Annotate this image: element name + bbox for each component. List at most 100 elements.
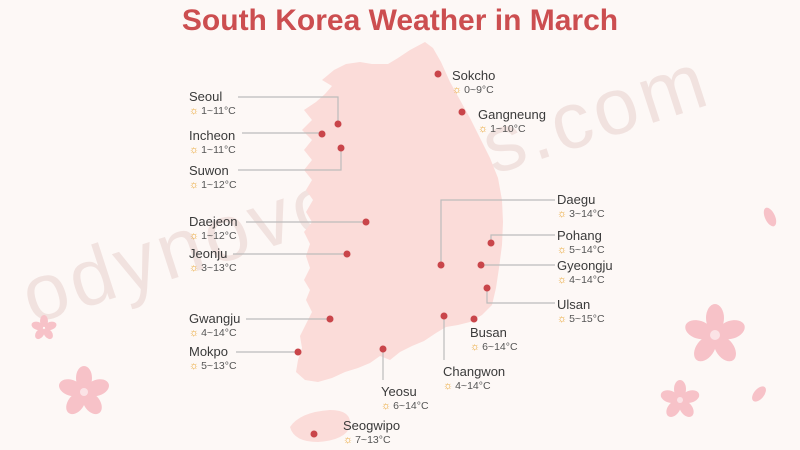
marker-incheon[interactable]	[318, 130, 326, 138]
blossom-decoration-1	[685, 304, 745, 362]
sun-icon: ☼	[478, 123, 489, 135]
marker-jeonju[interactable]	[343, 250, 351, 258]
marker-gangneung[interactable]	[458, 108, 466, 116]
marker-yeosu[interactable]	[379, 345, 387, 353]
city-name: Ulsan	[557, 297, 591, 312]
city-name: Sokcho	[452, 68, 496, 83]
sun-icon: ☼	[557, 313, 568, 325]
sun-icon: ☼	[557, 244, 568, 256]
city-name: Pohang	[557, 228, 602, 243]
city-name: Daejeon	[189, 214, 238, 229]
marker-mokpo[interactable]	[294, 348, 302, 356]
sun-icon: ☼	[381, 400, 392, 412]
marker-pohang[interactable]	[487, 239, 495, 247]
marker-busan[interactable]	[470, 315, 478, 323]
sun-icon: ☼	[470, 341, 481, 353]
marker-daejeon[interactable]	[362, 218, 370, 226]
city-label-ulsan[interactable]: Ulsan ☼ 5~15°C	[557, 297, 605, 327]
sun-icon: ☼	[189, 105, 200, 117]
city-label-jeonju[interactable]: Jeonju ☼ 3~13°C	[189, 246, 237, 276]
city-label-seogwipo[interactable]: Seogwipo ☼ 7~13°C	[343, 418, 400, 448]
petal-decoration-2	[752, 386, 766, 402]
city-label-sokcho[interactable]: Sokcho ☼ 0~9°C	[452, 68, 495, 98]
city-label-changwon[interactable]: Changwon ☼ 4~14°C	[443, 364, 505, 394]
sun-icon: ☼	[189, 144, 200, 156]
city-name: Changwon	[443, 364, 506, 379]
city-label-pohang[interactable]: Pohang ☼ 5~14°C	[557, 228, 605, 258]
sun-icon: ☼	[189, 179, 200, 191]
sun-icon: ☼	[443, 380, 454, 392]
marker-gwangju[interactable]	[326, 315, 334, 323]
city-temp: 4~14°C	[569, 274, 605, 286]
city-label-gangneung[interactable]: Gangneung ☼ 1~10°C	[478, 107, 546, 137]
city-temp: 1~11°C	[201, 105, 236, 117]
sun-icon: ☼	[189, 327, 200, 339]
city-name: Gyeongju	[557, 258, 613, 273]
city-name: Gwangju	[189, 311, 241, 326]
city-label-suwon[interactable]: Suwon ☼ 1~12°C	[189, 163, 237, 193]
blossom-decoration-2	[59, 366, 109, 415]
leader-lines	[233, 96, 555, 380]
city-name: Yeosu	[381, 384, 417, 399]
city-label-busan[interactable]: Busan ☼ 6~14°C	[470, 325, 518, 355]
city-name: Daegu	[557, 192, 596, 207]
city-name: Seogwipo	[343, 418, 401, 433]
marker-gyeongju[interactable]	[477, 261, 485, 269]
city-name: Jeonju	[189, 246, 228, 261]
marker-sokcho[interactable]	[434, 70, 442, 78]
leader-line-seoul	[238, 96, 339, 124]
sun-icon: ☼	[343, 434, 354, 446]
city-temp: 6~14°C	[482, 341, 518, 353]
sun-icon: ☼	[452, 84, 463, 96]
city-label-yeosu[interactable]: Yeosu ☼ 6~14°C	[381, 384, 429, 414]
city-name: Busan	[470, 325, 507, 340]
marker-suwon[interactable]	[337, 144, 345, 152]
mainland-shape	[296, 42, 503, 382]
blossom-decoration-4	[31, 315, 57, 340]
city-temp: 5~15°C	[569, 313, 605, 325]
city-temp: 4~14°C	[201, 327, 237, 339]
leader-line-daegu	[440, 199, 555, 265]
city-label-mokpo[interactable]: Mokpo ☼ 5~13°C	[189, 344, 237, 374]
blossom-decoration-3	[660, 380, 700, 417]
city-label-incheon[interactable]: Incheon ☼ 1~11°C	[189, 128, 236, 158]
city-name: Seoul	[189, 89, 223, 104]
jeju-island-shape	[290, 410, 351, 442]
leader-line-ulsan	[486, 288, 555, 304]
city-name: Gangneung	[478, 107, 546, 122]
city-label-daejeon[interactable]: Daejeon ☼ 1~12°C	[189, 214, 237, 244]
petal-decoration-1	[763, 207, 777, 227]
city-temp: 6~14°C	[393, 400, 429, 412]
city-name: Suwon	[189, 163, 229, 178]
city-label-daegu[interactable]: Daegu ☼ 3~14°C	[557, 192, 605, 222]
city-temp: 1~12°C	[201, 230, 237, 242]
city-temp: 1~12°C	[201, 179, 237, 191]
city-label-gyeongju[interactable]: Gyeongju ☼ 4~14°C	[557, 258, 613, 288]
city-temp: 5~13°C	[201, 360, 237, 372]
sun-icon: ☼	[189, 262, 200, 274]
leader-line-suwon	[238, 148, 342, 171]
city-temp: 4~14°C	[455, 380, 491, 392]
sun-icon: ☼	[189, 360, 200, 372]
marker-daegu[interactable]	[437, 261, 445, 269]
marker-changwon[interactable]	[440, 312, 448, 320]
marker-seogwipo[interactable]	[310, 430, 318, 438]
city-label-gwangju[interactable]: Gwangju ☼ 4~14°C	[189, 311, 240, 341]
city-temp: 3~13°C	[201, 262, 237, 274]
sun-icon: ☼	[189, 230, 200, 242]
city-label-seoul[interactable]: Seoul ☼ 1~11°C	[189, 89, 236, 119]
city-temp: 1~11°C	[201, 144, 236, 156]
city-name: Mokpo	[189, 344, 229, 359]
city-temp: 0~9°C	[464, 84, 494, 96]
page-title: South Korea Weather in March	[181, 4, 619, 37]
city-markers	[294, 70, 495, 438]
city-temp: 5~14°C	[569, 244, 605, 256]
sun-icon: ☼	[557, 208, 568, 220]
city-temp: 7~13°C	[355, 434, 391, 446]
marker-ulsan[interactable]	[483, 284, 491, 292]
city-temp: 3~14°C	[569, 208, 605, 220]
city-name: Incheon	[189, 128, 236, 143]
city-temp: 1~10°C	[490, 123, 526, 135]
marker-seoul[interactable]	[334, 120, 342, 128]
